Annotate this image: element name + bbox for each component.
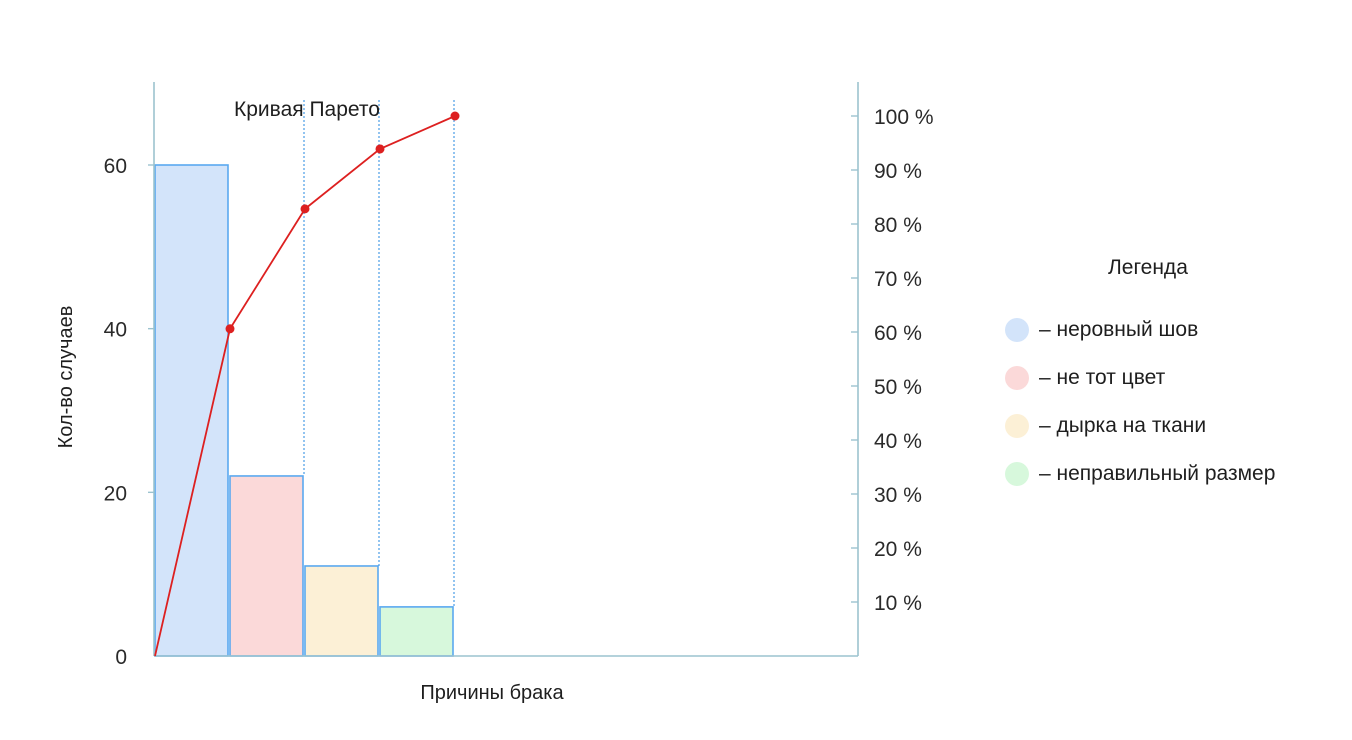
pareto-point-3 (375, 144, 385, 154)
y2-tick-label: 90 % (874, 160, 922, 183)
y-ticks-group: 0 20 40 60 (104, 155, 154, 669)
legend-swatch-beige (1005, 414, 1029, 438)
bars-group (154, 164, 454, 657)
legend-swatch-blue (1005, 318, 1029, 342)
legend: Легенда – неровный шов – не тот цвет – д… (1005, 256, 1335, 498)
y-tick-label: 60 (104, 155, 127, 178)
pareto-curve-group (154, 111, 460, 657)
y-tick-label: 40 (104, 319, 127, 342)
y-tick-label: 20 (104, 482, 127, 505)
legend-label: – неправильный размер (1039, 462, 1276, 485)
legend-swatch-pink (1005, 366, 1029, 390)
y-tick-label: 0 (115, 646, 127, 669)
bar-2 (229, 475, 304, 657)
pareto-point-1 (225, 324, 235, 334)
pareto-point-2 (300, 204, 310, 214)
y2-tick-label: 30 % (874, 484, 922, 507)
axes-group (153, 82, 859, 657)
bar-1 (154, 164, 229, 657)
legend-label: – дырка на ткани (1039, 414, 1207, 437)
y2-tick-label: 70 % (874, 268, 922, 291)
legend-swatch-green (1005, 462, 1029, 486)
y-axis-title: Кол-во случаев (55, 306, 77, 449)
legend-item-fabric-hole: – дырка на ткани (1005, 402, 1335, 450)
legend-title: Легенда (1108, 256, 1188, 279)
y2-tick-label: 40 % (874, 430, 922, 453)
y2-tick-label: 20 % (874, 538, 922, 561)
y2-tick-label: 100 % (874, 106, 934, 129)
pareto-point-4 (450, 111, 460, 121)
y2-tick-label: 60 % (874, 322, 922, 345)
legend-label: – неровный шов (1039, 318, 1199, 341)
dashed-guides-group (303, 100, 455, 607)
legend-label: – не тот цвет (1039, 366, 1166, 389)
chart-title: Кривая Парето (234, 98, 380, 121)
legend-item-uneven-seam: – неровный шов (1005, 306, 1335, 354)
legend-item-wrong-size: – неправильный размер (1005, 450, 1335, 498)
x-axis-title: Причины брака (420, 682, 564, 704)
bar-4 (379, 606, 454, 657)
bar-3 (304, 565, 379, 657)
y2-tick-label: 50 % (874, 376, 922, 399)
y2-ticks-group: 10 % 20 % 30 % 40 % 50 % 60 % 70 % 80 % 90 % 100 … (851, 106, 934, 615)
legend-item-wrong-color: – не тот цвет (1005, 354, 1335, 402)
y2-tick-label: 80 % (874, 214, 922, 237)
y2-tick-label: 10 % (874, 592, 922, 615)
